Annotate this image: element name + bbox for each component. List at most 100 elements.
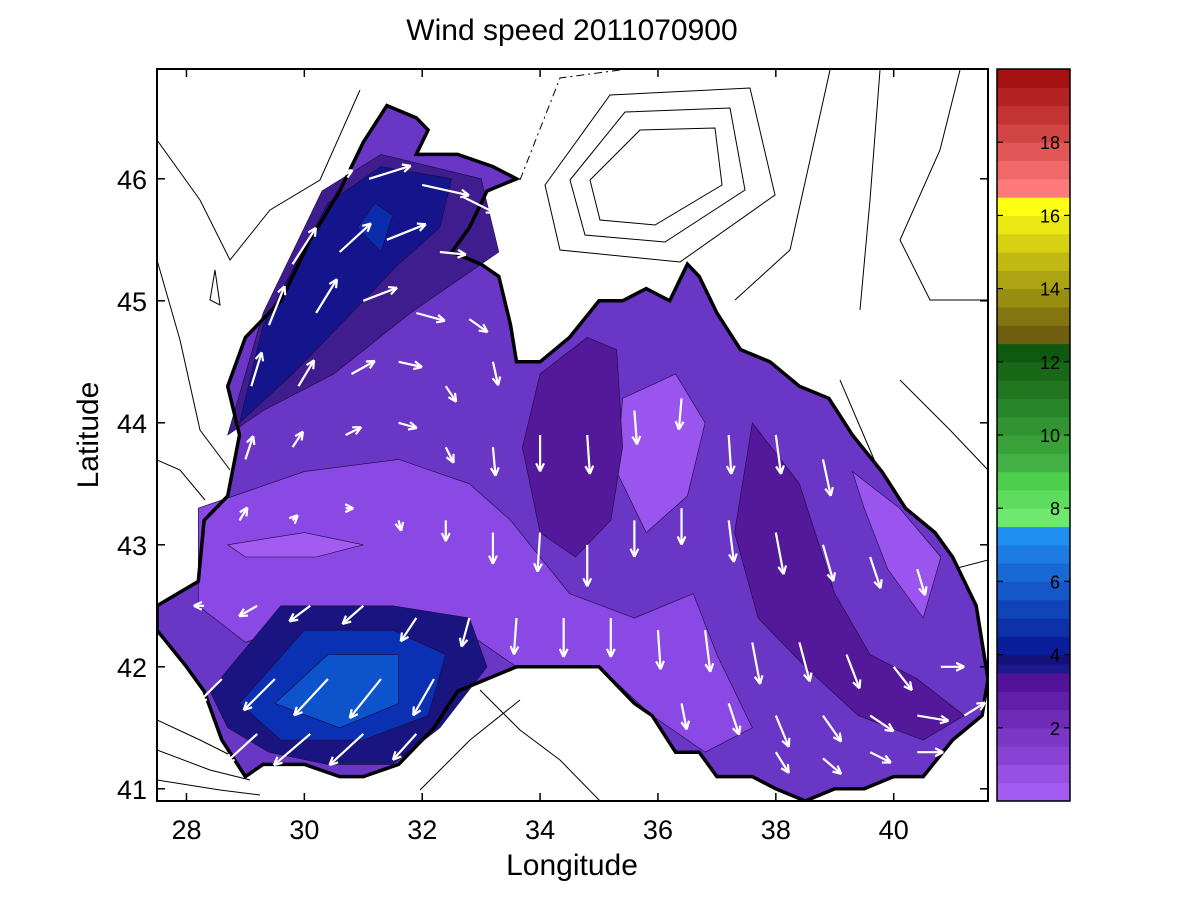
wind-arrow (398, 360, 423, 371)
wind-arrow (315, 278, 339, 314)
colorbar-segment (997, 288, 1070, 308)
wind-arrow (224, 733, 258, 764)
wind-arrow (421, 183, 470, 199)
colorbar-tick-label: 2 (1050, 719, 1060, 739)
wind-arrow (509, 617, 520, 655)
colorbar-segment (997, 416, 1070, 436)
colorbar-segment (997, 252, 1070, 271)
colorbar-segment (997, 361, 1070, 381)
colorbar-segment (997, 691, 1070, 711)
wind-arrow (293, 678, 329, 717)
wind-arrow (462, 196, 496, 214)
wind-arrow (344, 503, 354, 514)
pressure-contour (569, 107, 746, 243)
wind-arrow (444, 385, 458, 403)
wind-arrow (535, 435, 545, 472)
wind-arrow (440, 520, 451, 542)
wind-arrow (439, 248, 467, 259)
wind-speed-region (357, 202, 394, 253)
wind-arrow (362, 285, 398, 302)
wind-arrow (533, 532, 543, 573)
colorbar-segment (997, 233, 1070, 253)
wind-arrow (845, 654, 862, 690)
wind-speed-region (522, 337, 623, 558)
colorbar-segment (997, 380, 1070, 399)
colorbar-tick-label: 14 (1040, 280, 1060, 300)
wind-arrow (821, 544, 837, 582)
colorbar-segment (997, 782, 1070, 802)
colorbar-tick-label: 10 (1040, 426, 1060, 446)
wind-arrow (869, 714, 895, 733)
colorbar-segment (997, 563, 1070, 582)
wind-arrow (822, 757, 843, 775)
x-tick-label: 28 (171, 815, 201, 845)
colorbar-segment (997, 343, 1070, 363)
colorbar-segment (997, 526, 1070, 546)
wind-arrow (338, 222, 372, 253)
wind-arrow (940, 661, 965, 672)
pressure-contour (589, 127, 723, 226)
wind-arrow (774, 532, 788, 575)
colorbar-tick-label: 8 (1050, 499, 1060, 519)
wind-arrow (629, 520, 640, 558)
wind-arrow (821, 459, 834, 497)
colorbar-segment (997, 87, 1070, 107)
wind-arrow (238, 604, 258, 618)
wind-arrow (193, 600, 205, 611)
wind-arrow (869, 556, 883, 589)
wind-arrow (774, 751, 790, 774)
colorbar-segment (997, 618, 1070, 637)
wind-arrow (391, 733, 418, 761)
wind-arrow (774, 434, 785, 475)
chart-title: Wind speed 2011070900 (406, 14, 737, 47)
pressure-contour (859, 69, 881, 311)
wind-arrow (386, 222, 427, 241)
y-tick-label: 42 (117, 653, 147, 683)
y-tick-label: 41 (117, 775, 147, 805)
wind-arrow (725, 434, 736, 475)
pressure-contour (157, 779, 261, 796)
colorbar-segment (997, 160, 1070, 180)
plot-frame (156, 68, 989, 802)
wind-arrow (272, 733, 311, 767)
wind-arrow (297, 359, 316, 387)
wind-arrow (798, 642, 813, 683)
wind-arrow (416, 311, 446, 324)
colorbar-segment (997, 123, 1070, 143)
colorbar-tick-label: 6 (1050, 572, 1060, 592)
coastline (157, 103, 988, 801)
colorbar-segment (997, 142, 1070, 162)
y-tick-label: 44 (117, 409, 147, 439)
wind-arrow (328, 733, 365, 767)
wind-arrow (315, 169, 354, 192)
wind-arrow (244, 435, 256, 460)
colorbar-segment (997, 746, 1070, 765)
wind-arrow (917, 714, 950, 725)
x-tick-label: 34 (525, 815, 555, 845)
wind-arrow (774, 715, 791, 748)
colorbar-segment (997, 453, 1070, 473)
y-tick-label: 43 (117, 531, 147, 561)
y-tick-label: 46 (117, 165, 147, 195)
colorbar-segment (997, 764, 1070, 784)
wind-arrow (751, 642, 764, 685)
pressure-contour (419, 699, 521, 791)
wind-arrow (238, 506, 249, 521)
colorbar-segment (997, 672, 1070, 692)
pressure-contour (899, 379, 988, 471)
wind-arrow (348, 678, 382, 719)
colorbar-segment (997, 398, 1070, 418)
wind-arrow (488, 532, 498, 565)
pressure-contour (157, 459, 206, 501)
wind-vectors (193, 163, 987, 775)
wind-speed-region (274, 654, 399, 729)
colorbar (997, 69, 1070, 802)
wind-arrow (291, 430, 305, 448)
wind-arrow (605, 618, 616, 658)
pressure-contour (479, 689, 601, 801)
colorbar-segment (997, 325, 1070, 345)
wind-arrow (582, 544, 593, 587)
wind-arrow (704, 630, 715, 673)
wind-arrow (674, 398, 685, 431)
